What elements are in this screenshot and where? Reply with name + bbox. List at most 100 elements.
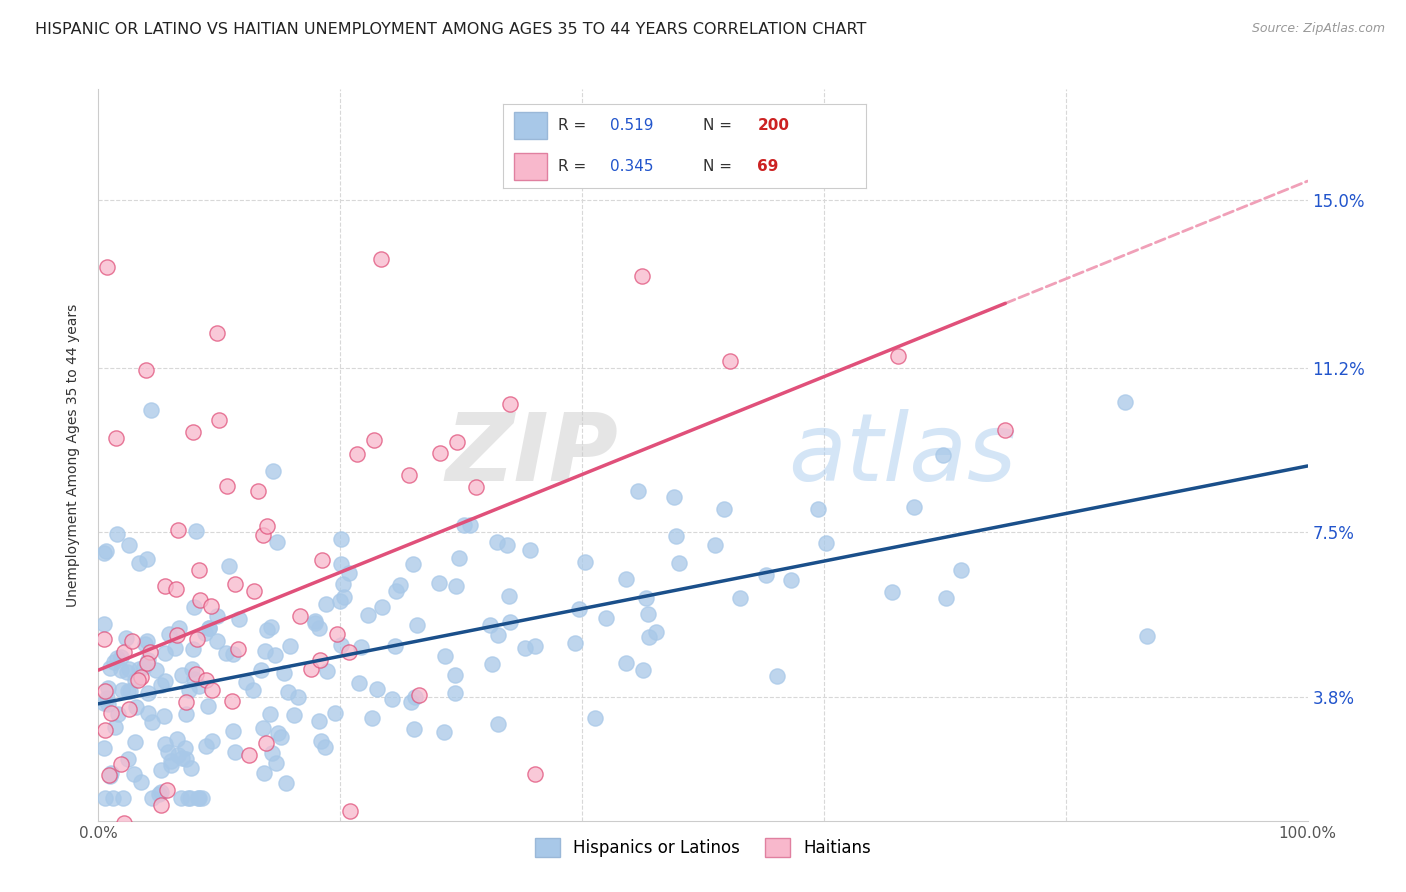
Point	[259, 707, 281, 722]
Point	[384, 640, 406, 654]
Point	[350, 640, 373, 654]
Point	[568, 602, 591, 616]
Point	[145, 663, 167, 677]
Point	[242, 682, 264, 697]
Point	[112, 815, 135, 830]
Point	[637, 630, 659, 644]
Point	[1114, 394, 1136, 409]
Point	[180, 761, 202, 775]
Point	[181, 425, 204, 439]
Point	[371, 599, 394, 614]
Point	[614, 573, 637, 587]
Point	[157, 823, 180, 838]
Point	[174, 695, 197, 709]
Point	[148, 788, 170, 802]
Point	[564, 636, 586, 650]
Point	[188, 563, 211, 577]
Point	[266, 535, 288, 549]
Point	[460, 518, 482, 533]
Point	[136, 653, 159, 667]
Point	[94, 544, 117, 558]
Point	[444, 667, 467, 681]
Point	[117, 751, 139, 765]
Point	[181, 662, 204, 676]
Point	[250, 664, 273, 678]
Point	[218, 558, 240, 573]
Point	[117, 683, 139, 698]
Point	[136, 657, 159, 671]
Point	[188, 680, 211, 694]
Point	[112, 791, 135, 805]
Point	[363, 433, 385, 447]
Point	[485, 534, 508, 549]
Point	[496, 538, 519, 552]
Point	[479, 618, 502, 632]
Point	[124, 735, 146, 749]
Point	[200, 599, 222, 614]
Point	[274, 776, 297, 790]
Point	[664, 490, 686, 504]
Point	[184, 524, 207, 538]
Point	[129, 775, 152, 789]
Point	[100, 858, 122, 872]
Point	[264, 648, 287, 662]
Point	[316, 665, 339, 679]
Point	[194, 626, 217, 640]
Point	[131, 670, 153, 684]
Legend: Hispanics or Latinos, Haitians: Hispanics or Latinos, Haitians	[529, 831, 877, 863]
Point	[260, 620, 283, 634]
Y-axis label: Unemployment Among Ages 35 to 44 years: Unemployment Among Ages 35 to 44 years	[66, 303, 80, 607]
Point	[277, 684, 299, 698]
Point	[994, 423, 1017, 437]
Point	[381, 692, 404, 706]
Point	[150, 797, 173, 812]
Point	[627, 484, 650, 499]
Point	[887, 349, 910, 363]
Point	[765, 669, 787, 683]
Point	[105, 431, 128, 445]
Point	[197, 699, 219, 714]
Point	[1135, 629, 1157, 643]
Point	[465, 481, 488, 495]
Point	[278, 639, 301, 653]
Point	[195, 673, 218, 687]
Point	[308, 621, 330, 635]
Point	[256, 624, 278, 638]
Point	[166, 628, 188, 642]
Point	[93, 740, 115, 755]
Point	[215, 478, 238, 492]
Point	[100, 766, 122, 780]
Point	[434, 649, 457, 664]
Point	[222, 648, 245, 662]
Point	[370, 252, 392, 266]
Point	[167, 748, 190, 763]
Point	[221, 694, 243, 708]
Point	[252, 722, 274, 736]
Point	[253, 766, 276, 780]
Point	[405, 617, 427, 632]
Point	[337, 566, 360, 581]
Point	[366, 681, 388, 696]
Point	[498, 589, 520, 603]
Point	[149, 785, 172, 799]
Point	[94, 684, 117, 698]
Point	[112, 645, 135, 659]
Point	[103, 655, 125, 669]
Point	[247, 483, 270, 498]
Point	[329, 638, 352, 652]
Point	[315, 597, 337, 611]
Point	[136, 633, 159, 648]
Point	[163, 640, 186, 655]
Point	[141, 791, 163, 805]
Point	[110, 649, 132, 664]
Point	[404, 690, 426, 705]
Point	[903, 500, 925, 514]
Point	[481, 657, 503, 672]
Point	[100, 706, 122, 721]
Point	[188, 593, 211, 607]
Point	[128, 557, 150, 571]
Point	[197, 621, 219, 635]
Point	[523, 639, 546, 653]
Point	[256, 519, 278, 533]
Point	[118, 538, 141, 552]
